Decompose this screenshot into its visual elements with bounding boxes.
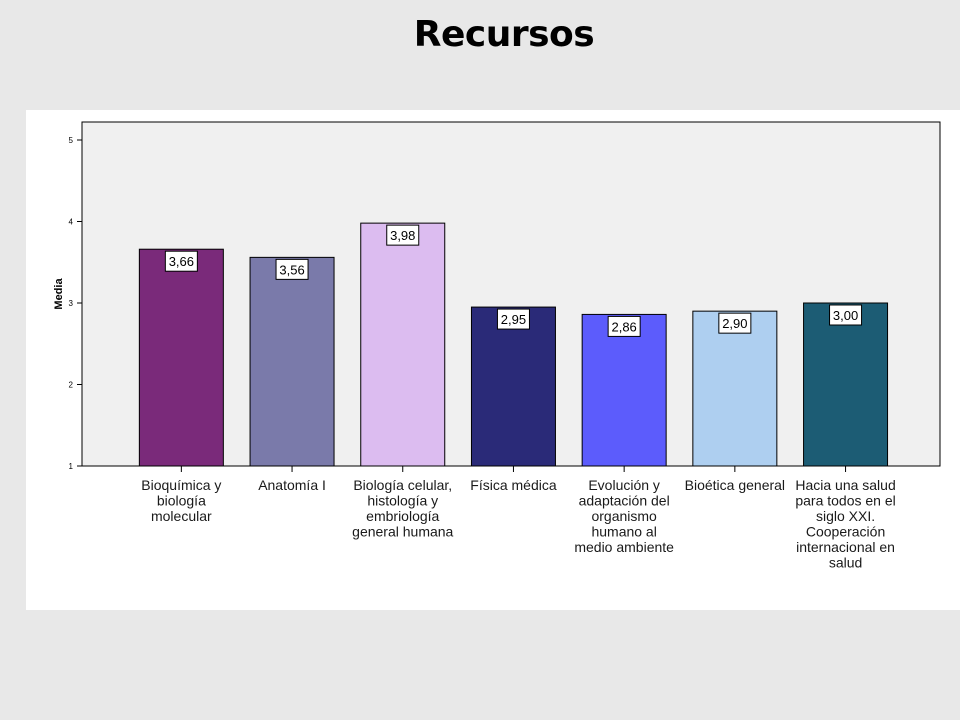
bar [360,222,446,467]
value-label-box [164,250,198,272]
bar-chart: 1 2 3 4 5 Media 3,66 3,56 3,98 2,95 2,86 2,90 3,00… [53,121,941,571]
y-tick-label: 4 [69,218,74,227]
x-tick-label-line: histología y [367,493,438,509]
bar [138,248,224,467]
x-tick-label: Evolución y adaptación del organismo humano… [574,477,674,555]
x-tick-label: Física médica [470,477,557,493]
x-tick-label-line: Anatomía I [258,477,326,493]
x-tick-label-line: siglo XXI. [816,508,875,524]
x-tick-label-line: molecular [151,508,212,524]
bars: 3,66 3,56 3,98 2,95 2,86 2,90 3,00 [138,222,889,467]
x-tick-label-line: humano al [591,524,656,540]
y-tick-label: 1 [69,462,74,471]
y-tick-label: 2 [69,381,74,390]
x-tick-label: Bioquímica y biología molecular [141,477,221,524]
value-label: 3,56 [279,262,304,277]
x-tick-label-line: Cooperación [806,524,885,540]
x-tick-label-line: general humana [352,524,453,540]
x-tick-label-line: Bioética general [685,477,785,493]
bar [692,310,778,467]
x-tick-label: Bioética general [685,477,785,493]
chart-panel: 1 2 3 4 5 Media 3,66 3,56 3,98 2,95 2,86 2,90 3,00… [26,110,960,610]
x-tick-label-line: adaptación del [579,493,670,509]
bar [249,256,335,467]
value-label-box [829,304,863,326]
value-label-box [607,315,641,337]
y-tick-label: 3 [69,299,74,308]
value-label: 3,66 [169,254,194,269]
value-label: 3,98 [390,228,415,243]
x-tick-label: Anatomía I [258,477,326,493]
y-axis-label: Media [53,278,65,310]
y-axis: 1 2 3 4 5 [69,136,82,471]
value-label: 2,86 [611,319,636,334]
x-tick-label: Hacia una salud para todos en el siglo XXI… [795,477,895,571]
bar [803,302,889,467]
value-label-box [275,258,309,280]
x-tick-label-line: organismo [591,508,657,524]
x-tick-label-line: Hacia una salud [795,477,895,493]
x-axis-labels: Bioquímica y biología molecular Anatomía I B… [141,466,896,571]
x-tick-label-line: internacional en [796,539,895,555]
x-tick-label-line: medio ambiente [574,539,674,555]
x-tick-label-line: para todos en el [795,493,895,509]
slide-title: Recursos [413,14,595,55]
x-tick-label-line: Evolución y [588,477,660,493]
y-tick-label: 5 [69,136,74,145]
value-label-box [718,312,752,334]
x-tick-label-line: salud [829,555,862,571]
x-tick-label: Biología celular, histología y embriología… [352,477,453,540]
value-label: 3,00 [833,308,858,323]
bar [470,306,556,467]
x-tick-label-line: biología [157,493,206,509]
value-label: 2,95 [501,312,526,327]
bar [581,313,667,467]
x-tick-label-line: Bioquímica y [141,477,221,493]
value-label-box [496,308,530,330]
x-tick-label-line: embriología [366,508,439,524]
value-label: 2,90 [722,316,747,331]
value-label-box [386,224,420,246]
x-tick-label-line: Biología celular, [353,477,452,493]
x-tick-label-line: Física médica [470,477,557,493]
